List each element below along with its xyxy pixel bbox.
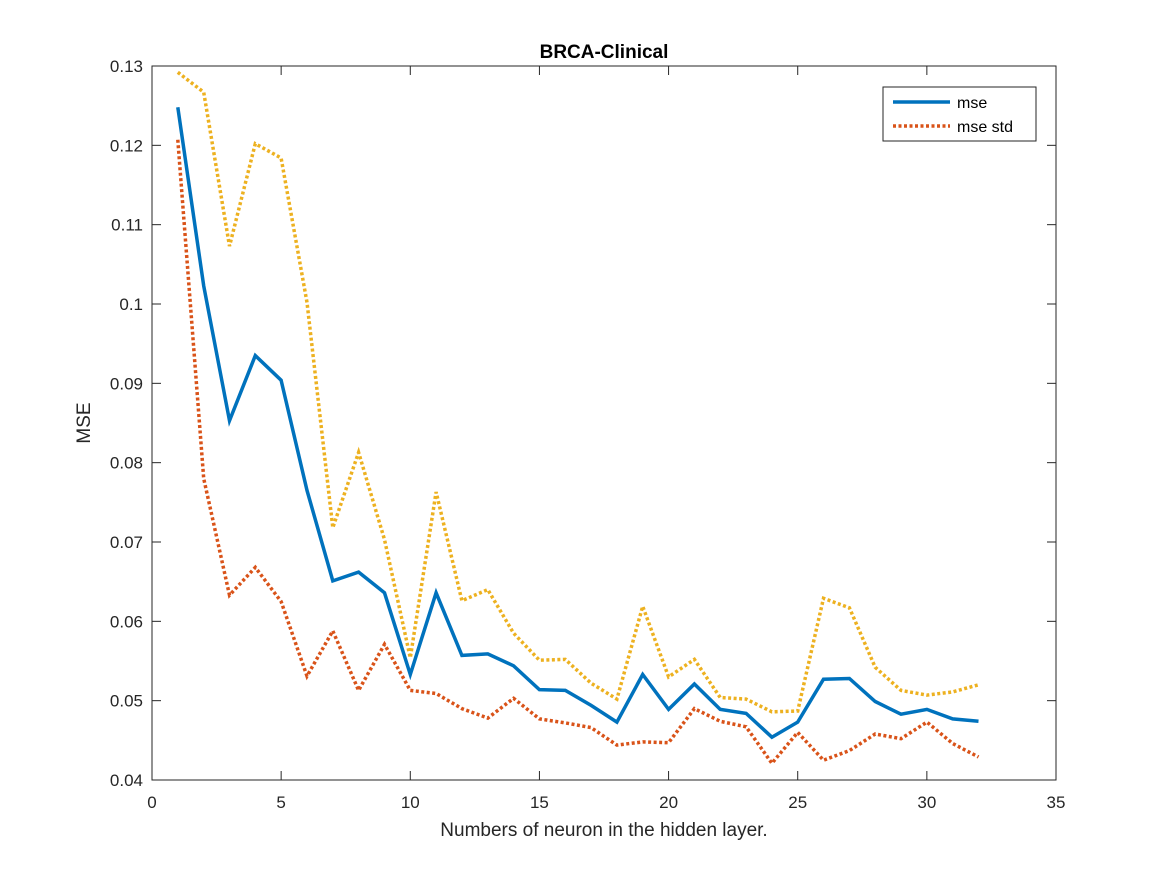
legend-label-mse-std: mse std [957, 119, 1013, 136]
y-axis-title: MSE [74, 402, 95, 443]
y-tick-label: 0.07 [110, 533, 143, 552]
x-tick-label: 30 [917, 793, 936, 812]
series-line-mse-std [176, 139, 980, 767]
series-line-mse [176, 107, 979, 740]
plot-frame [151, 65, 1057, 781]
x-tick-label: 10 [401, 793, 420, 812]
y-tick-label: 0.12 [110, 136, 143, 155]
legend: mse mse std [882, 86, 1037, 142]
x-tick-label: 15 [530, 793, 549, 812]
y-tick-label: 0.09 [110, 374, 143, 393]
ticks: 0 5 10 15 20 25 30 35 0.04 0.05 0.06 0.07 0.08 0.09 0.… [110, 57, 1066, 812]
x-tick-label: 25 [788, 793, 807, 812]
x-tick-label: 5 [276, 793, 285, 812]
legend-label-mse: mse [957, 95, 987, 112]
x-axis-title: Numbers of neuron in the hidden layer. [440, 820, 767, 841]
plot-area [152, 66, 1056, 780]
series-layer [176, 70, 980, 767]
legend-box [882, 86, 1037, 142]
x-tick-label: 20 [659, 793, 678, 812]
y-tick-label: 0.1 [119, 295, 143, 314]
y-tick-label: 0.05 [110, 692, 143, 711]
y-tick-label: 0.06 [110, 612, 143, 631]
x-tick-label: 0 [147, 793, 156, 812]
axes [151, 65, 1057, 781]
y-tick-label: 0.08 [110, 454, 143, 473]
y-tick-label: 0.13 [110, 57, 143, 76]
y-tick-label: 0.11 [111, 216, 143, 235]
y-tick-label: 0.04 [110, 771, 143, 790]
x-tick-label: 35 [1047, 793, 1066, 812]
chart-title: BRCA-Clinical [540, 42, 669, 63]
series-line-upper-bound [176, 70, 979, 714]
